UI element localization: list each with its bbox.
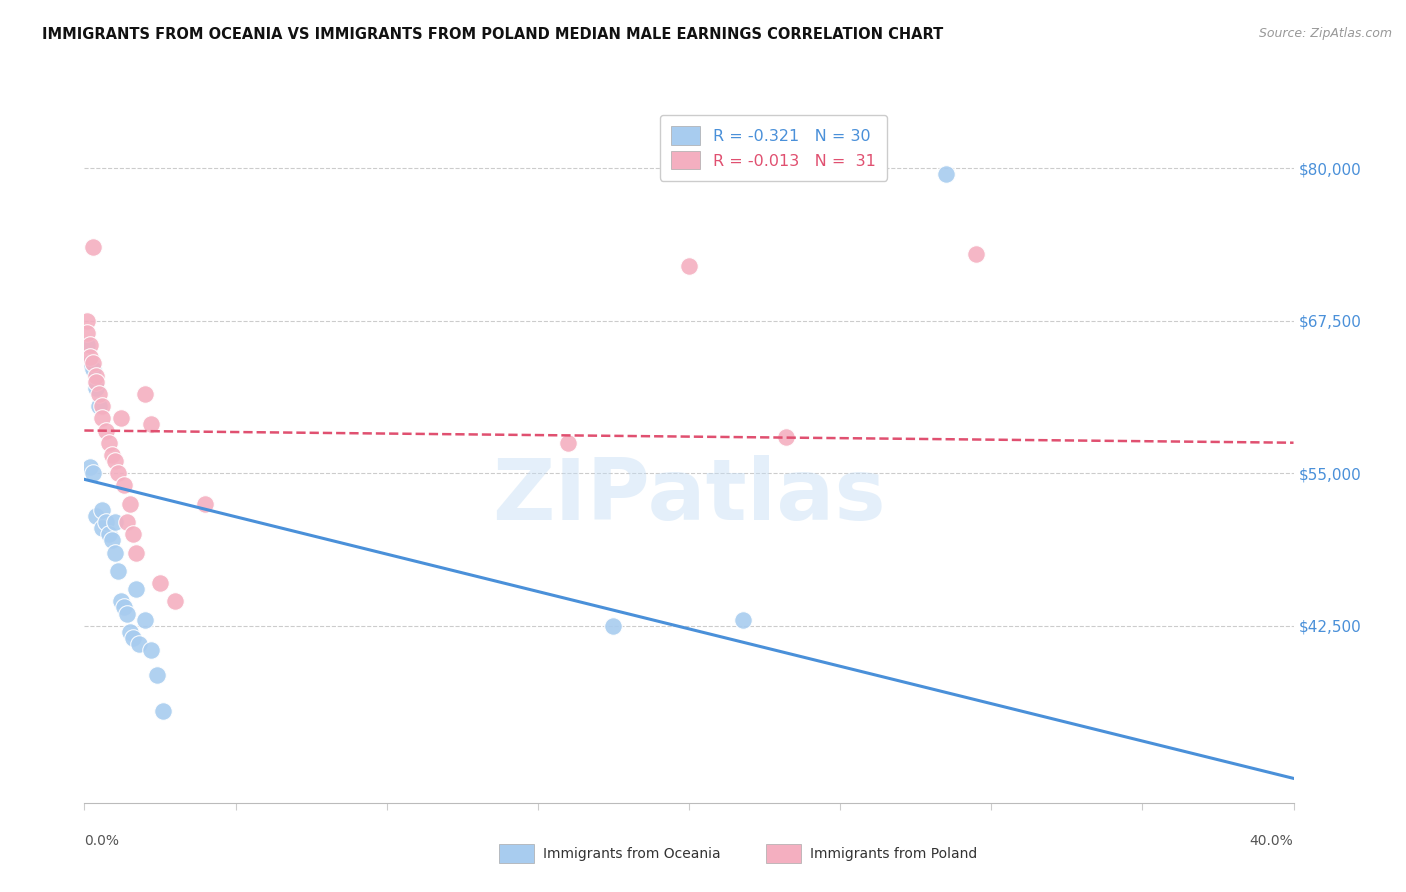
Point (165, 594, 187, 608)
Point (91, 411, 114, 425)
Point (94, 424, 117, 438)
Point (100, 448, 122, 462)
Point (775, 429, 797, 443)
Point (121, 631, 143, 645)
Point (134, 613, 156, 627)
Point (112, 478, 135, 492)
Point (115, 607, 138, 621)
Point (91, 399, 114, 413)
Point (89, 387, 111, 401)
Text: Source: ZipAtlas.com: Source: ZipAtlas.com (1258, 27, 1392, 40)
Point (112, 600, 135, 615)
Point (94, 515, 117, 529)
Point (79, 351, 101, 365)
Point (678, 259, 700, 273)
Point (86, 381, 108, 395)
Point (79, 460, 101, 475)
Point (82, 467, 104, 481)
Point (115, 515, 138, 529)
Point (86, 375, 108, 389)
Point (91, 521, 114, 535)
Point (86, 368, 108, 383)
Point (139, 643, 162, 657)
Point (146, 667, 169, 681)
Point (125, 582, 148, 597)
Point (104, 515, 127, 529)
Point (97, 435, 120, 450)
Point (733, 613, 755, 627)
Text: Immigrants from Oceania: Immigrants from Oceania (543, 847, 720, 861)
Point (110, 411, 132, 425)
Point (602, 619, 624, 633)
Point (128, 637, 150, 651)
Point (76, 338, 98, 352)
Point (149, 576, 172, 591)
Point (194, 497, 217, 511)
Point (121, 527, 143, 541)
Point (935, 167, 957, 181)
Text: 0.0%: 0.0% (84, 834, 120, 848)
Point (82, 240, 104, 254)
Y-axis label: Median Male Earnings: Median Male Earnings (0, 378, 7, 532)
Point (91, 503, 114, 517)
Legend: R = -0.321   N = 30, R = -0.013   N =  31: R = -0.321 N = 30, R = -0.013 N = 31 (661, 115, 887, 181)
Point (76, 326, 98, 340)
Point (104, 545, 127, 559)
Point (118, 624, 141, 639)
Point (82, 356, 104, 370)
Text: IMMIGRANTS FROM OCEANIA VS IMMIGRANTS FROM POLAND MEDIAN MALE EARNINGS CORRELATI: IMMIGRANTS FROM OCEANIA VS IMMIGRANTS FR… (42, 27, 943, 42)
Point (97, 527, 120, 541)
Point (79, 356, 101, 370)
Point (79, 338, 101, 352)
Point (134, 387, 156, 401)
Point (76, 313, 98, 327)
Point (104, 454, 127, 468)
Text: Immigrants from Poland: Immigrants from Poland (810, 847, 977, 861)
Point (965, 246, 987, 260)
Point (82, 362, 104, 376)
Point (110, 594, 132, 608)
Point (152, 704, 174, 718)
Point (100, 533, 122, 548)
Point (89, 399, 111, 413)
Point (107, 564, 129, 578)
Point (557, 435, 579, 450)
Text: 40.0%: 40.0% (1250, 834, 1294, 848)
Point (125, 545, 148, 559)
Text: ZIPatlas: ZIPatlas (492, 455, 886, 538)
Point (118, 497, 141, 511)
Point (107, 467, 129, 481)
Point (139, 417, 162, 432)
Point (86, 508, 108, 523)
